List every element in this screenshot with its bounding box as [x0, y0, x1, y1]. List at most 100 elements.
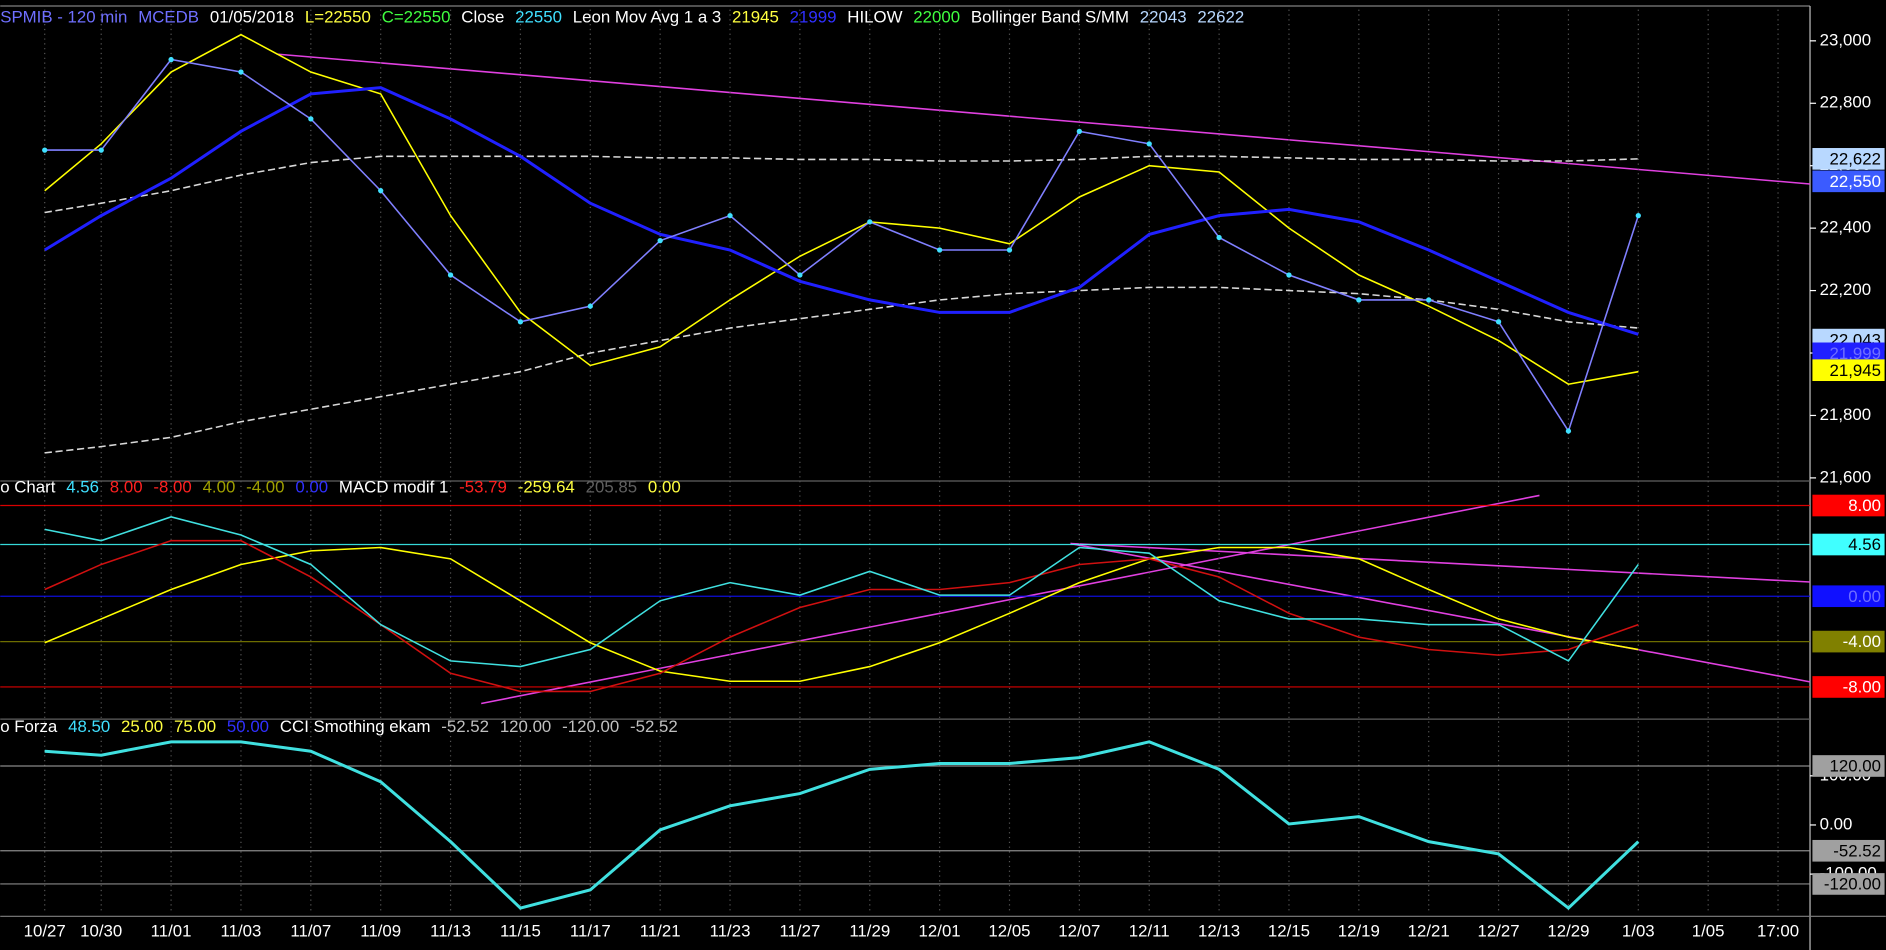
value-badge — [1812, 148, 1885, 170]
point — [378, 188, 384, 194]
value-badge-label: 22,622 — [1829, 149, 1880, 168]
series-line — [44, 516, 1639, 668]
header-item: 75.00 — [174, 717, 216, 736]
header-item: CCI Smothing ekam — [280, 717, 431, 736]
header-item: -259.64 — [518, 478, 575, 497]
header-item: -52.52 — [630, 717, 678, 736]
header-item: MCEDB — [138, 7, 199, 26]
value-badge-label: 120.00 — [1829, 757, 1880, 776]
value-badge-label: -120.00 — [1824, 875, 1881, 894]
header-item: -53.79 — [459, 478, 507, 497]
header-item: 21999 — [790, 7, 837, 26]
header-item: 120.00 — [500, 717, 551, 736]
header-item: -52.52 — [441, 717, 489, 736]
x-tick-label: 11/17 — [570, 921, 611, 940]
x-tick-label: 11/09 — [360, 921, 401, 940]
value-badge — [1812, 494, 1885, 517]
x-tick-label: 17:00 — [1757, 921, 1799, 940]
value-badge-label: 21,945 — [1829, 361, 1880, 380]
header-item: Bollinger Band S/MM — [971, 7, 1129, 26]
x-tick-label: 12/19 — [1338, 921, 1380, 940]
x-tick-label: 12/27 — [1478, 921, 1520, 940]
series-line — [43, 86, 1639, 336]
point — [587, 303, 593, 309]
x-tick-label: 11/07 — [290, 921, 331, 940]
trend-line — [276, 53, 1811, 185]
value-badge-label: -4.00 — [1843, 632, 1881, 651]
x-tick-label: 11/23 — [710, 921, 751, 940]
series-line — [44, 286, 1639, 454]
header-item: 22550 — [515, 7, 562, 26]
point — [1565, 428, 1572, 434]
point — [1495, 319, 1502, 325]
point — [1356, 297, 1362, 303]
header-item: Close — [461, 7, 504, 26]
header-item: 01/05/2018 — [210, 7, 294, 26]
point — [168, 56, 174, 63]
header-item: 22622 — [1197, 7, 1244, 26]
header-item: Leon Mov Avg 1 a 3 — [573, 7, 721, 26]
y-tick-label: 22,400 — [1820, 218, 1871, 237]
series-line — [44, 740, 1640, 911]
header-item: 22000 — [913, 7, 960, 26]
header-item: 22043 — [1140, 7, 1187, 26]
x-tick-label: 12/21 — [1408, 921, 1450, 940]
header-item: -120.00 — [562, 717, 619, 736]
trend-line — [481, 494, 1540, 705]
x-tick-label: 12/15 — [1268, 921, 1310, 940]
header-item: MACD modif 1 — [339, 478, 448, 497]
point — [1286, 272, 1292, 278]
trend-line — [1070, 542, 1811, 583]
header-item: 8.00 — [110, 478, 143, 497]
header-item: L=22550 — [305, 7, 371, 26]
header-item: -8.00 — [153, 478, 191, 497]
header-item: 4.00 — [203, 478, 236, 497]
x-tick-label: 11/21 — [640, 921, 681, 940]
point — [1216, 234, 1222, 241]
y-tick-label: 23,000 — [1820, 30, 1871, 49]
header-item: 0.00 — [295, 478, 328, 497]
point — [1076, 128, 1083, 135]
point — [447, 272, 454, 278]
value-badge-label: 22,550 — [1829, 172, 1880, 191]
x-tick-label: 10/30 — [80, 921, 122, 940]
series-line — [44, 33, 1639, 386]
series-line — [44, 546, 1639, 683]
series-line — [44, 155, 1639, 214]
x-tick-label: 10/27 — [24, 921, 66, 940]
value-badge-label: -8.00 — [1843, 678, 1881, 697]
x-tick-label: 11/03 — [221, 921, 262, 940]
point — [867, 219, 873, 225]
y-tick-label: 21,800 — [1820, 405, 1871, 424]
x-tick-label: 11/15 — [500, 921, 541, 940]
header-item: SPMIB - 120 min — [0, 7, 127, 26]
header-item: 205.85 — [586, 478, 637, 497]
x-tick-label: 12/29 — [1547, 921, 1589, 940]
point — [1146, 141, 1152, 147]
y-tick-label: 22,200 — [1820, 280, 1871, 299]
value-badge — [1812, 533, 1885, 556]
point — [797, 272, 803, 278]
header-item: 50.00 — [227, 717, 269, 736]
point — [727, 213, 733, 219]
x-tick-label: 12/13 — [1198, 921, 1240, 940]
y-tick-label: 22,800 — [1820, 93, 1871, 112]
header-item: 21945 — [732, 7, 779, 26]
x-tick-label: 1/05 — [1692, 921, 1725, 940]
value-badge — [1812, 676, 1885, 698]
point — [1006, 247, 1013, 253]
value-badge — [1812, 359, 1885, 382]
value-badge — [1812, 170, 1885, 193]
value-badge-label: -52.52 — [1833, 841, 1881, 860]
point — [1635, 213, 1641, 219]
series-line — [44, 58, 1640, 433]
trend-line — [1070, 542, 1811, 683]
x-tick-label: 11/29 — [849, 921, 890, 940]
point — [517, 319, 524, 325]
value-badge — [1812, 839, 1885, 862]
value-badge-label: 21,999 — [1829, 344, 1880, 363]
x-tick-label: 11/27 — [779, 921, 820, 940]
point — [238, 69, 244, 75]
